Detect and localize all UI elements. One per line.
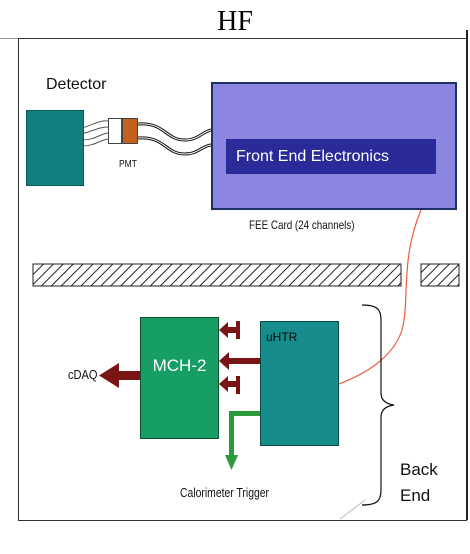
cdaq-label: cDAQ bbox=[68, 367, 98, 382]
front-end-electronics-box: Front End Electronics bbox=[226, 139, 436, 174]
frame-right-edge bbox=[466, 30, 468, 520]
pmt-window bbox=[108, 118, 122, 144]
uhtr-block bbox=[260, 321, 339, 446]
calorimeter-trigger-label: Calorimeter Trigger bbox=[180, 485, 270, 500]
trigger-arrow bbox=[225, 411, 260, 470]
back-end-label-line2: End bbox=[400, 486, 431, 505]
pmt-tube bbox=[122, 118, 138, 144]
detector-label: Detector bbox=[46, 76, 107, 93]
page-title: HF bbox=[217, 6, 253, 37]
uhtr-label: uHTR bbox=[266, 330, 298, 344]
pmt-label: PMT bbox=[119, 159, 137, 170]
back-end-bracket bbox=[361, 304, 395, 506]
optical-fiber bbox=[338, 209, 422, 385]
back-end-label: Back End bbox=[400, 457, 438, 509]
shielding-bar-right bbox=[420, 263, 460, 287]
mch2-block bbox=[140, 317, 219, 439]
detector-block bbox=[26, 110, 84, 186]
cdaq-arrow bbox=[99, 363, 140, 388]
fee-card-caption: FEE Card (24 channels) bbox=[249, 218, 355, 232]
mch2-label: MCH-2 bbox=[152, 356, 207, 375]
shielding-bar-left bbox=[32, 263, 402, 287]
uhtr-to-mch-arrows bbox=[219, 321, 260, 394]
back-end-label-line1: Back bbox=[400, 460, 438, 479]
frame-corner bbox=[0, 38, 18, 63]
detector-fibers bbox=[81, 120, 109, 147]
frame-corner-mark bbox=[339, 499, 366, 520]
